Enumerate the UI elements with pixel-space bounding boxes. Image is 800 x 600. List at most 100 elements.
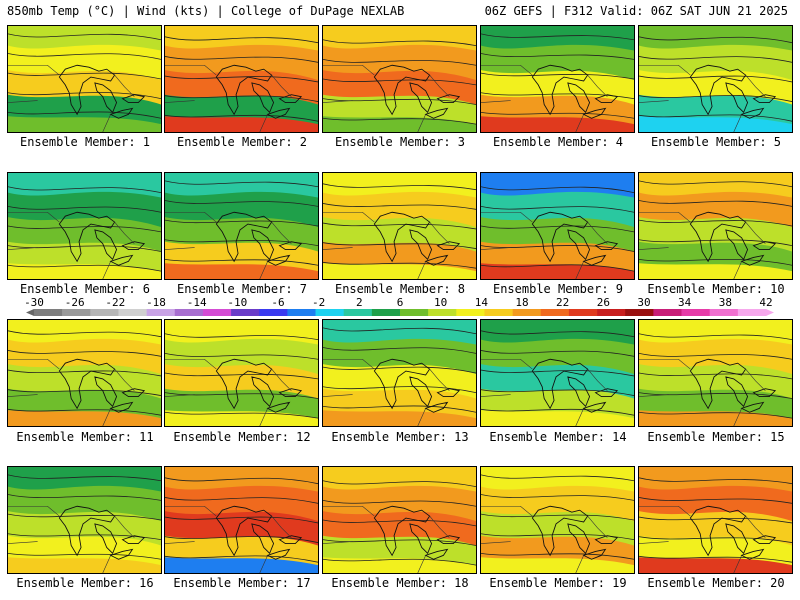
height-contour xyxy=(8,389,161,396)
ensemble-member-map xyxy=(638,172,793,280)
state-borders xyxy=(639,358,766,426)
temperature-band xyxy=(639,557,792,573)
height-contour xyxy=(323,242,476,249)
height-contour xyxy=(8,53,161,60)
height-contour xyxy=(165,352,318,360)
temperature-band xyxy=(323,263,476,279)
temperature-band xyxy=(323,557,476,573)
run-valid-time: 06Z GEFS | F312 Valid: 06Z SAT JUN 21 20… xyxy=(484,4,788,18)
height-contour xyxy=(481,205,634,213)
height-contour xyxy=(639,372,792,380)
great-lakes-outline xyxy=(215,211,303,266)
temperature-band xyxy=(165,263,318,279)
colorbar-swatch xyxy=(62,309,91,316)
ensemble-member-map xyxy=(7,172,162,280)
ensemble-member-map xyxy=(638,25,793,133)
member-caption: Ensemble Member: 8 xyxy=(334,282,466,296)
height-contour xyxy=(639,95,792,102)
colorbar-swatch xyxy=(259,309,288,316)
state-borders xyxy=(165,211,292,279)
colorbar-swatch xyxy=(371,309,401,316)
colorbar-swatch xyxy=(90,309,119,316)
height-contour xyxy=(481,330,634,338)
height-contour xyxy=(165,114,318,122)
temperature-band xyxy=(639,410,792,426)
height-contour xyxy=(8,408,161,416)
great-lakes-outline xyxy=(373,358,461,413)
temperature-band xyxy=(8,116,161,132)
colorbar-tick-label: -14 xyxy=(186,296,207,309)
colorbar-tick-label: 42 xyxy=(759,296,773,309)
height-contour xyxy=(639,536,792,543)
ensemble-member-map xyxy=(480,172,635,280)
temperature-band xyxy=(481,263,634,279)
ensemble-member-map xyxy=(7,466,162,574)
colorbar-tick-label: 6 xyxy=(396,296,404,309)
temperature-band xyxy=(8,557,161,573)
great-lakes-outline xyxy=(689,64,777,119)
height-contour xyxy=(481,72,634,80)
member-caption: Ensemble Member: 18 xyxy=(331,576,469,590)
height-contour xyxy=(639,333,792,341)
height-contour xyxy=(639,36,792,44)
height-contour xyxy=(481,389,634,396)
height-contour xyxy=(165,497,318,504)
height-contour xyxy=(165,411,318,419)
member-caption: Ensemble Member: 6 xyxy=(19,282,151,296)
height-contour xyxy=(165,516,318,524)
great-lakes-outline xyxy=(215,505,303,560)
colorbar-swatch xyxy=(315,309,344,316)
height-contour xyxy=(165,536,318,543)
temperature-band xyxy=(165,557,318,573)
colorbar-swatch xyxy=(400,309,429,316)
height-contour xyxy=(165,75,318,83)
state-borders xyxy=(323,64,450,132)
member-caption: Ensemble Member: 13 xyxy=(331,430,469,444)
state-borders xyxy=(323,211,450,279)
height-contour xyxy=(8,513,161,521)
ensemble-member-map xyxy=(322,319,477,427)
height-contour xyxy=(323,499,476,507)
state-borders xyxy=(165,64,292,132)
great-lakes-outline xyxy=(531,505,619,560)
height-contour xyxy=(639,477,792,485)
height-contour xyxy=(481,552,634,560)
height-contour xyxy=(481,264,634,272)
colorbar-swatch xyxy=(231,309,260,316)
great-lakes-outline xyxy=(58,211,146,266)
height-contour xyxy=(8,494,161,501)
height-contour xyxy=(481,513,634,521)
great-lakes-outline xyxy=(373,64,461,119)
height-contour xyxy=(639,352,792,360)
member-caption: Ensemble Member: 4 xyxy=(492,135,624,149)
height-contour xyxy=(481,474,634,482)
colorbar-tick-label: 22 xyxy=(556,296,570,309)
height-contour xyxy=(165,555,318,563)
height-contour xyxy=(8,225,161,233)
height-contour xyxy=(481,33,634,41)
height-contour xyxy=(8,369,161,377)
height-contour xyxy=(639,114,792,122)
state-borders xyxy=(323,358,450,426)
temperature-band xyxy=(481,557,634,573)
height-contour xyxy=(323,480,476,488)
height-contour xyxy=(639,75,792,83)
height-contour xyxy=(639,516,792,524)
great-lakes-outline xyxy=(215,358,303,413)
height-contour xyxy=(639,180,792,188)
height-contour xyxy=(323,222,476,230)
temperature-band xyxy=(481,410,634,426)
colorbar-arrow-low xyxy=(26,309,34,316)
member-caption: Ensemble Member: 9 xyxy=(492,282,624,296)
height-contour xyxy=(639,411,792,419)
colorbar-tick-label: 14 xyxy=(474,296,488,309)
colorbar-swatch xyxy=(512,309,542,316)
state-borders xyxy=(165,358,292,426)
colorbar-swatch xyxy=(568,309,598,316)
height-contour xyxy=(639,497,792,504)
height-contour xyxy=(323,347,476,354)
member-caption: Ensemble Member: 1 xyxy=(19,135,151,149)
temperature-band xyxy=(8,410,161,426)
colorbar-swatch xyxy=(456,309,485,316)
height-contour xyxy=(8,72,161,80)
